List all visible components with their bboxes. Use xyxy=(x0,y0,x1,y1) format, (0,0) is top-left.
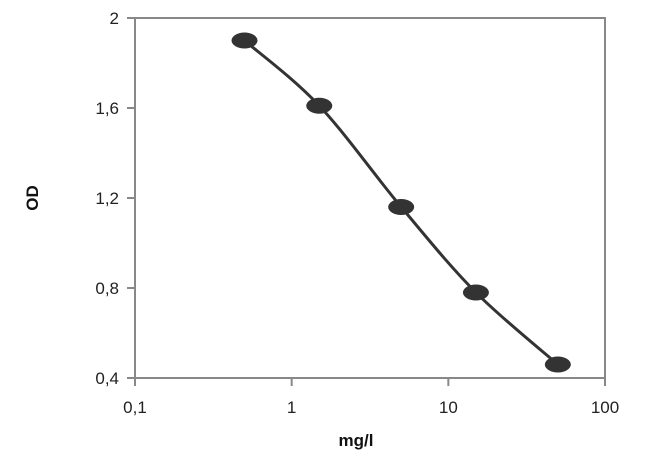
data-point xyxy=(231,32,258,49)
data-point xyxy=(306,97,333,114)
y-tick-label: 0,4 xyxy=(95,369,119,388)
x-axis-title: mg/l xyxy=(339,431,374,450)
data-point xyxy=(544,356,571,373)
x-tick-label: 10 xyxy=(439,398,458,417)
data-point xyxy=(462,284,489,301)
data-point xyxy=(388,199,415,215)
y-axis-title: OD xyxy=(23,185,42,211)
y-tick-label: 0,8 xyxy=(95,279,119,298)
y-tick-label: 1,2 xyxy=(95,189,119,208)
points-layer xyxy=(231,32,571,373)
ticks-layer: 0,4 0,8 1,2 1,6 2 0,1 1 10 100 xyxy=(95,9,619,417)
x-tick-label: 0,1 xyxy=(123,398,147,417)
y-tick-label: 2 xyxy=(110,9,119,28)
y-tick-label: 1,6 xyxy=(95,99,119,118)
plot-frame xyxy=(134,17,606,379)
x-tick-label: 1 xyxy=(287,398,296,417)
x-tick-label: 100 xyxy=(591,398,619,417)
